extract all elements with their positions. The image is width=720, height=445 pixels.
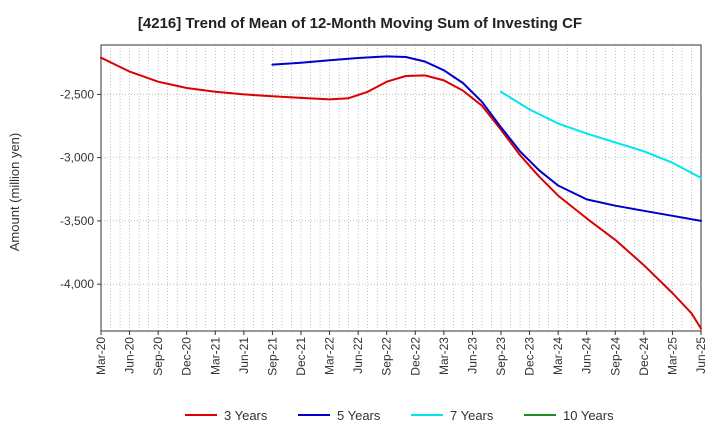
x-tick-label: Mar-25 bbox=[665, 337, 679, 375]
series-lines bbox=[100, 55, 702, 330]
x-tick-label: Dec-24 bbox=[637, 337, 651, 376]
x-axis-ticks: Mar-20 Jun-20 Sep-20 Dec-20 Mar-21 Jun-21 Sep-… bbox=[94, 331, 708, 376]
series-line-3-years bbox=[100, 56, 702, 330]
y-tick-label: -3,000 bbox=[60, 151, 94, 165]
legend-label: 3 Years bbox=[224, 408, 268, 423]
x-tick-label: Mar-21 bbox=[208, 337, 222, 375]
legend-label: 7 Years bbox=[450, 408, 494, 423]
legend: 3 Years 5 Years 7 Years 10 Years bbox=[185, 408, 614, 423]
x-tick-label: Jun-25 bbox=[694, 337, 708, 374]
x-tick-label: Jun-20 bbox=[123, 337, 137, 374]
series-line-7-years bbox=[500, 90, 702, 179]
x-tick-label: Jun-24 bbox=[580, 337, 594, 374]
x-tick-label: Sep-20 bbox=[151, 337, 165, 376]
x-tick-label: Sep-24 bbox=[608, 337, 622, 376]
x-tick-label: Sep-22 bbox=[380, 337, 394, 376]
x-tick-label: Jun-22 bbox=[351, 337, 365, 374]
y-axis-label: Amount (million yen) bbox=[7, 133, 22, 252]
y-tick-label: -4,000 bbox=[60, 277, 94, 291]
y-tick-label: -2,500 bbox=[60, 87, 94, 101]
x-tick-label: Mar-20 bbox=[94, 337, 108, 375]
x-tick-label: Sep-21 bbox=[265, 337, 279, 376]
y-axis-ticks: -2,500 -3,000 -3,500 -4,000 bbox=[60, 87, 101, 291]
series-line-5-years bbox=[271, 55, 702, 222]
y-tick-label: -3,500 bbox=[60, 214, 94, 228]
x-tick-label: Mar-23 bbox=[437, 337, 451, 375]
chart-title: [4216] Trend of Mean of 12-Month Moving … bbox=[138, 15, 582, 32]
x-tick-label: Dec-21 bbox=[294, 337, 308, 376]
legend-label: 10 Years bbox=[563, 408, 614, 423]
x-tick-label: Sep-23 bbox=[494, 337, 508, 376]
plot-area bbox=[100, 44, 702, 332]
x-tick-label: Dec-23 bbox=[523, 337, 537, 376]
grid bbox=[101, 45, 701, 331]
x-tick-label: Dec-22 bbox=[408, 337, 422, 376]
x-tick-label: Dec-20 bbox=[180, 337, 194, 376]
x-tick-label: Mar-22 bbox=[323, 337, 337, 375]
legend-label: 5 Years bbox=[337, 408, 381, 423]
x-tick-label: Mar-24 bbox=[551, 337, 565, 375]
x-tick-label: Jun-21 bbox=[237, 337, 251, 374]
x-tick-label: Jun-23 bbox=[465, 337, 479, 374]
